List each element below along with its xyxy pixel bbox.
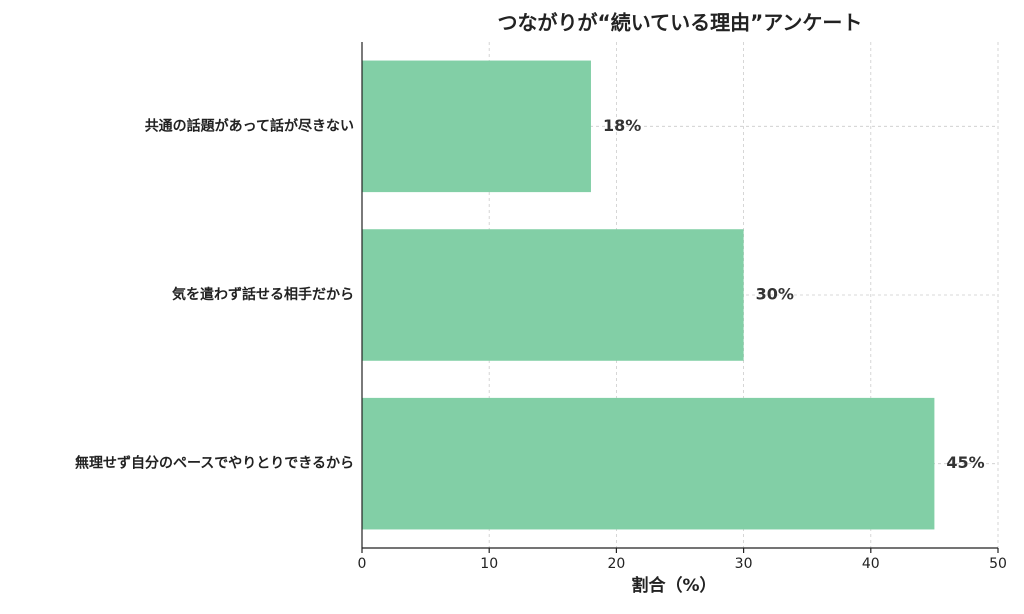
- x-tick-label: 0: [358, 556, 367, 572]
- x-tick-label: 20: [607, 556, 625, 572]
- x-axis-label: 割合（%）: [631, 575, 716, 596]
- x-tick-label: 30: [735, 556, 753, 572]
- y-tick-label: 共通の話題があって話が尽きない: [145, 117, 354, 134]
- chart-title: つながりが“続いている理由”アンケート: [498, 11, 863, 35]
- value-label: 30%: [756, 285, 794, 304]
- value-label: 18%: [603, 116, 641, 135]
- y-tick-label: 気を遣わず話せる相手だから: [172, 286, 354, 303]
- y-tick-label: 無理せず自分のペースでやりとりできるから: [75, 455, 354, 472]
- value-label: 45%: [946, 453, 984, 472]
- bar: [362, 397, 935, 530]
- x-tick-label: 40: [862, 556, 880, 572]
- x-tick-label: 10: [480, 556, 498, 572]
- bar: [362, 229, 744, 361]
- bar: [362, 60, 591, 193]
- x-tick-label: 50: [989, 556, 1007, 572]
